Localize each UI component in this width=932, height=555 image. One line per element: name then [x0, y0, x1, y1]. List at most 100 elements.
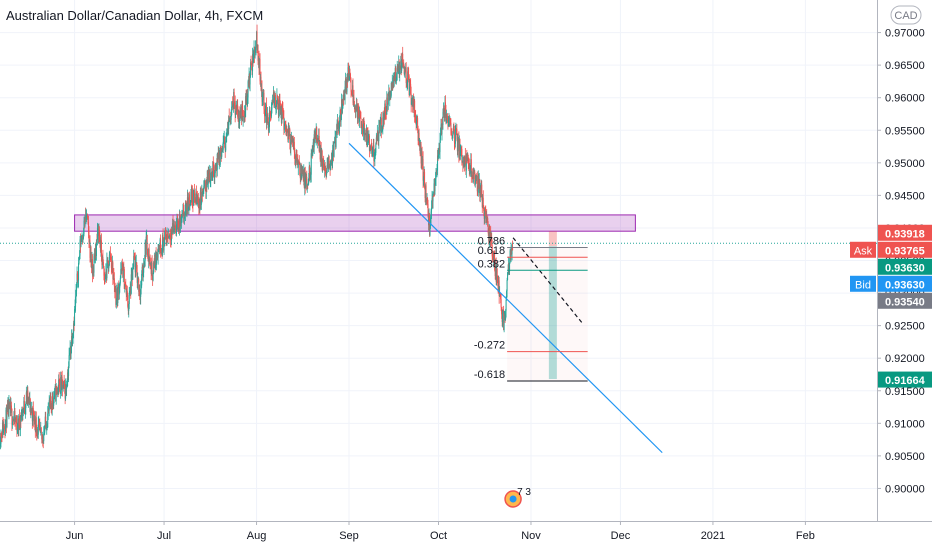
candle-body: [85, 215, 87, 219]
candle-body: [499, 292, 501, 297]
candle-body: [156, 259, 158, 264]
candle-body: [234, 102, 236, 104]
candle-body: [239, 120, 241, 124]
candle-body: [348, 67, 350, 69]
candle-body: [16, 422, 18, 432]
candle-body: [187, 197, 189, 209]
candle-body: [77, 273, 79, 282]
candle-body: [435, 171, 437, 179]
price-labels: 0.93918 0.93765 Ask 0.93630 0.93630 Bid 0.9354…: [850, 224, 932, 388]
candle-body: [511, 247, 513, 254]
candle-body: [429, 226, 431, 236]
candle-body: [313, 134, 315, 148]
candle-body: [449, 118, 451, 123]
candle-body: [106, 260, 108, 279]
candle-body: [359, 110, 361, 115]
candle-body: [312, 145, 314, 156]
candle-body: [10, 405, 12, 413]
candle-body: [229, 119, 231, 122]
currency-badge[interactable]: CAD: [890, 5, 922, 25]
candle-body: [11, 424, 13, 426]
candle-body: [182, 210, 184, 216]
candle-body: [430, 211, 432, 218]
candle-body: [164, 237, 166, 240]
candle-body: [196, 197, 198, 205]
candle-body: [484, 208, 486, 219]
candle-body: [197, 196, 199, 204]
candle-body: [203, 181, 205, 186]
candle-body: [67, 372, 69, 386]
candle-body: [235, 113, 237, 115]
candle-body: [100, 240, 102, 256]
candle-body: [446, 117, 448, 122]
candle-body: [500, 299, 502, 308]
candle-body: [157, 248, 159, 258]
candle-body: [337, 120, 339, 128]
candle-body: [175, 224, 177, 235]
candle-body: [409, 83, 411, 95]
time-tick-label: 2021: [701, 530, 725, 542]
candle-body: [133, 255, 135, 267]
candle-body: [350, 74, 352, 80]
candle-body: [374, 152, 376, 157]
candle-body: [467, 158, 469, 165]
candle-body: [490, 232, 492, 240]
candle-body: [451, 135, 453, 137]
candle-body: [441, 123, 443, 135]
candle-body: [293, 141, 295, 153]
candle-body: [6, 407, 8, 427]
candle-body: [108, 265, 110, 269]
candle-body: [468, 164, 470, 171]
price-tick-label: 0.96000: [885, 93, 925, 105]
candle-body: [46, 427, 48, 430]
candle-body: [411, 101, 413, 105]
candle-body: [50, 396, 52, 404]
price-axis[interactable]: 0.97000 0.96500 0.96000 0.95500 0.95000 0.945…: [877, 0, 932, 550]
candle-body: [257, 44, 259, 62]
candle-body: [360, 123, 362, 129]
candle-body: [56, 386, 58, 388]
candle-body: [151, 262, 153, 277]
candle-body: [243, 116, 245, 117]
candle-body: [139, 290, 141, 296]
candle-body: [422, 159, 424, 181]
candle-body: [223, 139, 225, 142]
candle-body: [113, 275, 115, 279]
candle-body: [120, 268, 122, 279]
candle-body: [353, 97, 355, 106]
candle-body: [62, 385, 64, 390]
candle-body: [50, 403, 52, 407]
fib-level-label: -0.618: [474, 369, 505, 381]
candle-body: [406, 81, 408, 85]
candle-body: [381, 129, 383, 131]
candle-body: [299, 163, 301, 175]
candle-body: [158, 245, 160, 248]
time-axis[interactable]: Jun Jul Aug Sep Oct Nov Dec 2021 Feb: [0, 521, 932, 542]
candle-body: [402, 53, 404, 65]
price-tick-label: 0.91500: [885, 386, 925, 398]
candle-body: [305, 177, 307, 187]
candle-body: [110, 256, 112, 268]
candle-body: [87, 222, 89, 233]
candle-body: [410, 83, 412, 94]
candle-body: [255, 47, 257, 50]
candle-body: [459, 138, 461, 154]
candle-body: [108, 254, 110, 266]
candle-body: [275, 106, 277, 107]
candle-body: [8, 401, 10, 417]
candle-body: [3, 428, 5, 430]
candle-body: [263, 109, 265, 116]
candle-body: [395, 68, 397, 84]
candle-body: [138, 279, 140, 292]
candle-body: [47, 409, 49, 414]
candle-body: [200, 199, 202, 206]
price-tick-label: 0.90500: [885, 451, 925, 463]
fib-level-label: 0.382: [478, 258, 506, 270]
candle-body: [182, 210, 184, 212]
candle-body: [295, 161, 297, 163]
candle-body: [349, 73, 351, 75]
candle-body: [228, 115, 230, 122]
candle-body: [113, 278, 115, 287]
candle-body: [149, 258, 151, 265]
